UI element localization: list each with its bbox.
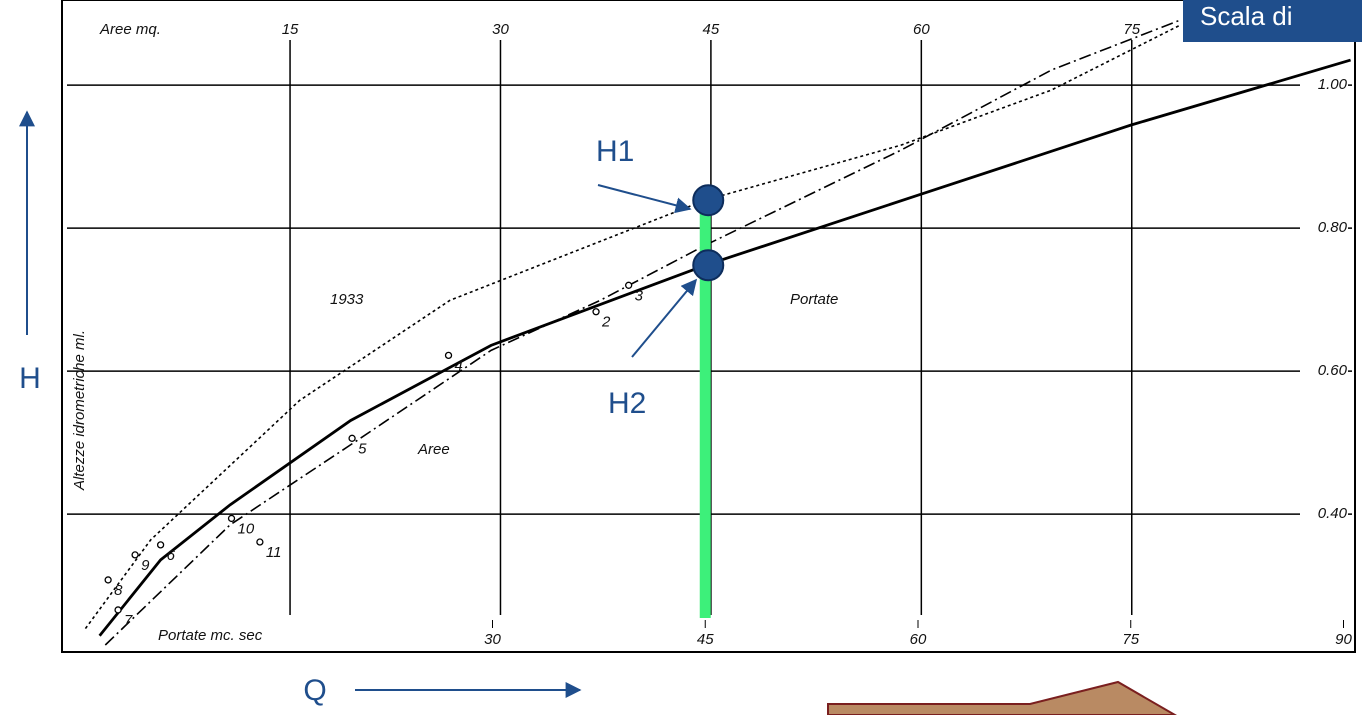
h1-label: H1	[596, 135, 634, 168]
x-tick-label: 30	[484, 631, 501, 648]
q-label: Q	[303, 674, 326, 707]
point-label: 7	[124, 612, 133, 629]
header: Scala di	[1200, 1, 1293, 31]
x2-tick-label: 75	[1123, 21, 1140, 38]
y-tick-label: 1.00	[1318, 76, 1348, 93]
x2-tick-label: 45	[703, 21, 720, 38]
curve-label: 1933	[330, 291, 364, 308]
survey-point	[229, 515, 235, 521]
survey-point	[626, 282, 632, 288]
x-axis-label: Portate mc. sec	[158, 627, 263, 644]
point-label: 3	[635, 287, 644, 304]
x2-axis-label: Aree mq.	[99, 21, 161, 38]
h1-marker	[693, 185, 723, 215]
slide: 0.400.600.801.0015304560753045607590Port…	[0, 0, 1362, 715]
point-label: 4	[455, 357, 463, 374]
point-label: 9	[141, 557, 150, 574]
h2-marker	[693, 250, 723, 280]
survey-point	[132, 552, 138, 558]
x-tick-label: 45	[697, 631, 714, 648]
survey-point	[105, 577, 111, 583]
terrain-shape	[828, 682, 1175, 715]
survey-point	[593, 309, 599, 315]
point-label: 10	[238, 520, 255, 537]
h2-label: H2	[608, 387, 646, 420]
h-label: H	[19, 362, 41, 395]
x-tick-label: 90	[1335, 631, 1352, 648]
curve-label: Aree	[417, 441, 450, 458]
point-label: 5	[358, 440, 367, 457]
x2-tick-label: 15	[282, 21, 299, 38]
y-tick-label: 0.80	[1318, 219, 1348, 236]
survey-point	[446, 352, 452, 358]
curve-label: Portate	[790, 291, 838, 308]
x2-tick-label: 60	[913, 21, 930, 38]
survey-point	[257, 539, 263, 545]
y-tick-label: 0.60	[1318, 362, 1348, 379]
x2-tick-label: 30	[492, 21, 509, 38]
survey-point	[158, 542, 164, 548]
page: 0.400.600.801.0015304560753045607590Port…	[0, 0, 1362, 715]
point-label: 6	[167, 547, 176, 564]
point-label: 11	[266, 544, 282, 561]
survey-point	[115, 607, 121, 613]
point-label: 8	[114, 582, 123, 599]
x-tick-label: 75	[1122, 631, 1139, 648]
y-axis-label: Altezze idrometriche ml.	[71, 330, 88, 491]
x-tick-label: 60	[910, 631, 927, 648]
y-tick-label: 0.40	[1318, 505, 1348, 522]
survey-point	[349, 435, 355, 441]
point-label: 2	[601, 314, 611, 331]
